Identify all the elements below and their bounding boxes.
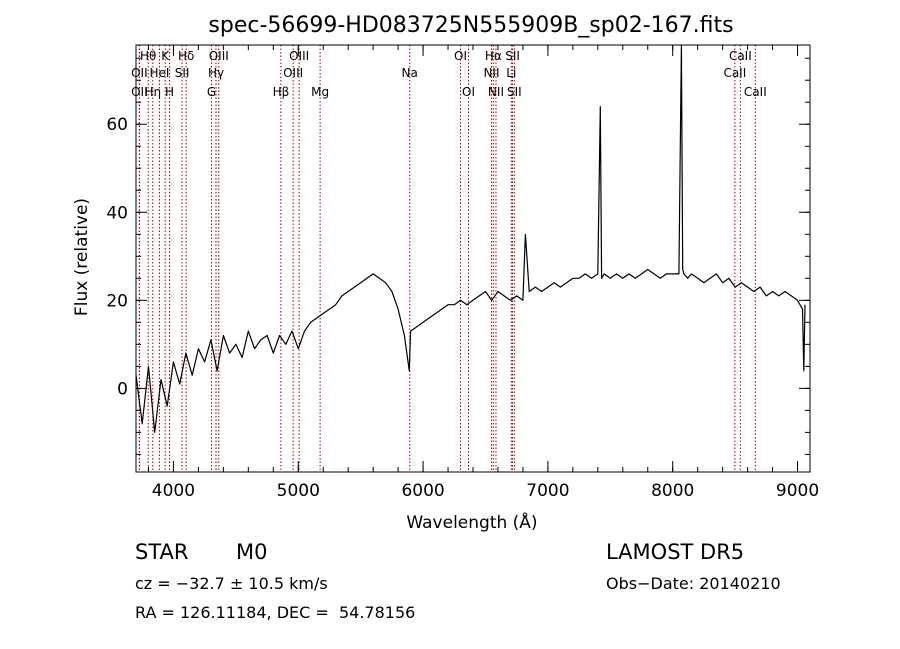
axis-ticks: 4000 5000 6000 7000 8000 9000 0 20 40 60: [106, 45, 819, 501]
spectral-line-label: NII: [488, 85, 504, 99]
plot-frame: [135, 44, 811, 473]
spectral-line-label: HeI: [149, 66, 169, 80]
redshift-cz: cz = −32.7 ± 10.5 km/s: [135, 574, 328, 593]
spectral-line-label: Mg: [311, 85, 329, 99]
spectral-line-label: K: [161, 49, 170, 63]
spectral-line-label: SII: [505, 49, 520, 63]
spectral-line-label: G: [207, 85, 216, 99]
object-class: STAR: [135, 540, 189, 564]
y-tick-label: 0: [117, 379, 128, 399]
spectral-line-label: H: [165, 85, 174, 99]
spectral-line-label: Hγ: [208, 66, 224, 80]
spectral-line-label: OI: [454, 49, 467, 63]
spectral-line-label: NII: [483, 66, 499, 80]
spectral-line-label: SII: [507, 85, 522, 99]
object-subclass: M0: [236, 540, 268, 564]
spectral-line-label: Hβ: [273, 85, 290, 99]
y-tick-label: 20: [106, 291, 128, 311]
y-axis-label: Flux (relative): [72, 198, 92, 316]
spectral-line-label: OIII: [289, 49, 309, 63]
spectral-line-label: OI: [462, 85, 475, 99]
spectral-line-label: OIII: [209, 49, 229, 63]
spectral-line-label: CaII: [723, 66, 746, 80]
x-tick-label: 4000: [152, 481, 195, 501]
observation-date: Obs−Date: 20140210: [606, 574, 781, 593]
chart-title: spec-56699-HD083725N555909B_sp02-167.fit…: [208, 13, 733, 38]
x-axis-label: Wavelength (Å): [406, 511, 537, 533]
spectral-line-label: Hδ: [178, 49, 194, 63]
coordinates: RA = 126.11184, DEC = 54.78156: [135, 603, 416, 622]
x-tick-label: 7000: [526, 481, 569, 501]
x-tick-label: 8000: [651, 481, 694, 501]
spectral-line-label: CaII: [744, 85, 767, 99]
x-tick-label: 5000: [277, 481, 320, 501]
x-tick-label: 6000: [401, 481, 444, 501]
y-tick-label: 40: [106, 203, 128, 223]
survey-name: LAMOST DR5: [606, 540, 745, 564]
spectral-line-label: OII: [131, 66, 148, 80]
spectrum-series: [135, 44, 806, 433]
spectral-line-label: Na: [402, 66, 418, 80]
y-tick-label: 60: [106, 115, 128, 135]
spectral-line-label: SII: [175, 66, 190, 80]
spectral-line-label: OIII: [283, 66, 303, 80]
spectrum-line: [135, 44, 806, 433]
spectral-line-label: Hα: [485, 49, 502, 63]
spectral-line-label: Li: [506, 66, 516, 80]
spectral-line-label: CaII: [729, 49, 752, 63]
spectral-line-markers: [138, 45, 756, 472]
spectral-line-label: Hη: [145, 85, 162, 99]
spectral-line-label: Hθ: [140, 49, 156, 63]
spectral-line-label: OII: [131, 85, 148, 99]
x-tick-label: 9000: [776, 481, 819, 501]
